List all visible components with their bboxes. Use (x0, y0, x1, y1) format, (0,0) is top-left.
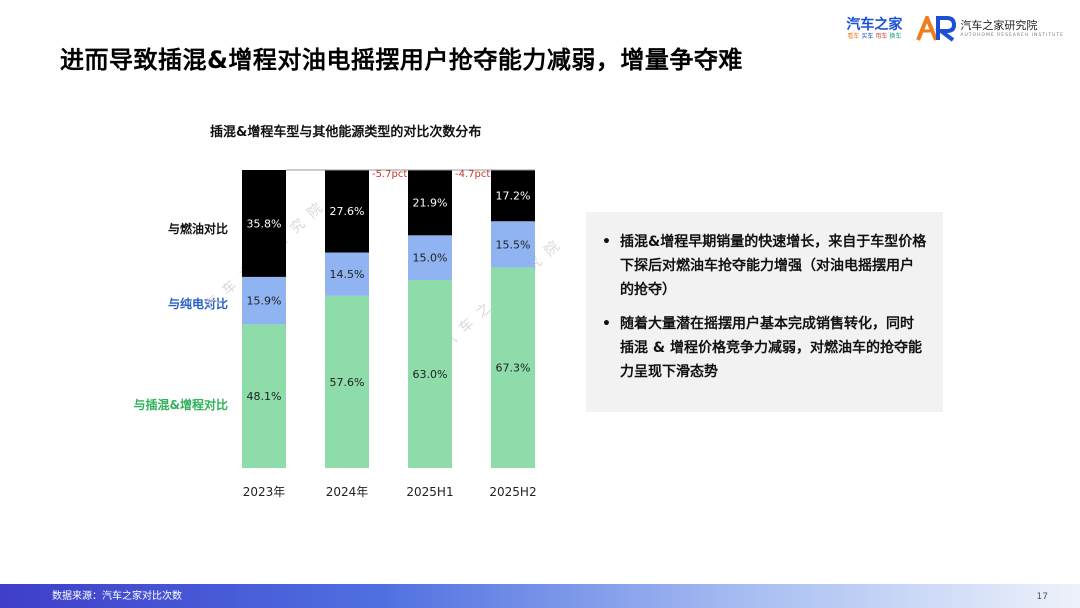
category-label-2: 2024年 (326, 485, 369, 499)
chart-title: 插混&增程车型与其他能源类型的对比次数分布 (210, 125, 482, 140)
bar-segment-1-3 (408, 280, 452, 468)
data-label-2-1: 15.9% (247, 295, 282, 308)
bar-segment-1-1 (242, 324, 286, 468)
page-title: 进而导致插混&增程对油电摇摆用户抢夺能力减弱，增量争夺难 (60, 46, 743, 74)
research-institute-name: 汽车之家研究院 (960, 19, 1038, 32)
page-number: 17 (1036, 592, 1048, 602)
bar-segment-3-4 (491, 170, 535, 222)
bar-segment-2-4 (491, 221, 535, 268)
data-label-2-4: 15.5% (496, 238, 531, 251)
bar-segment-3-1 (242, 170, 286, 277)
data-label-2-2: 14.5% (330, 268, 365, 281)
logo-sub-4: 换车 (889, 33, 902, 40)
bar-segment-3-2 (325, 170, 369, 253)
bar-segment-3-3 (408, 170, 452, 236)
bar-segment-1-2 (325, 295, 369, 468)
category-label-1: 2023年 (243, 485, 286, 499)
note-text-2: 随着大量潜在摇摆用户基本完成销售转化，同时插混 & 增程价格竞争力减弱，对燃油车… (620, 316, 922, 380)
data-label-1-3: 63.0% (413, 368, 448, 381)
legend-label-fuel: 与燃油对比 (167, 222, 228, 236)
category-label-3: 2025H1 (406, 485, 453, 499)
legend-label-ev: 与纯电对比 (167, 297, 228, 311)
data-label-2-3: 15.0% (413, 252, 448, 265)
note-text-1: 插混&增程早期销量的快速增长，来自于车型价格下探后对燃油车抢夺能力增强（对油电摇… (620, 234, 927, 298)
notes-panel: • 插混&增程早期销量的快速增长，来自于车型价格下探后对燃油车抢夺能力增强（对油电… (586, 212, 943, 412)
logo-sub-3: 用车 (875, 33, 888, 40)
legend-label-phev: 与插混&增程对比 (133, 398, 228, 412)
logo-area: 汽车之家 看车 买车 用车 换车 汽车之家研究院 AUTOHOME RESEAR… (846, 12, 1064, 46)
data-label-3-1: 35.8% (247, 217, 282, 230)
data-label-1-2: 57.6% (330, 376, 365, 389)
data-source: 数据来源：汽车之家对比次数 (52, 591, 182, 602)
ar-logo-icon (916, 16, 957, 42)
data-label-3-2: 27.6% (330, 205, 365, 218)
bar-segment-2-3 (408, 235, 452, 281)
note-item-2: • 随着大量潜在摇摆用户基本完成销售转化，同时插混 & 增程价格竞争力减弱，对燃油… (602, 316, 922, 380)
data-label-3-4: 17.2% (496, 190, 531, 203)
logo-sub-2: 买车 (861, 33, 874, 40)
category-label-4: 2025H2 (489, 485, 536, 499)
footer-bar (0, 584, 1080, 608)
note-item-1: • 插混&增程早期销量的快速增长，来自于车型价格下探后对燃油车抢夺能力增强（对油电… (602, 234, 927, 298)
bar-segment-1-4 (491, 267, 535, 468)
bar-segment-2-1 (242, 276, 286, 325)
research-institute-en: AUTOHOME RESEARCH INSTITUTE (960, 33, 1064, 38)
change-annotation-2: -4.7pct (455, 169, 490, 180)
autohome-logo: 汽车之家 看车 买车 用车 换车 (846, 17, 902, 41)
bar-segment-2-2 (325, 252, 369, 296)
data-label-1-4: 67.3% (496, 362, 531, 375)
data-label-3-3: 21.9% (413, 197, 448, 210)
data-label-1-1: 48.1% (247, 390, 282, 403)
research-institute-logo: 汽车之家研究院 AUTOHOME RESEARCH INSTITUTE (916, 16, 1064, 42)
change-annotation-1: -5.7pct (372, 169, 407, 180)
autohome-logo-text: 汽车之家 (846, 17, 903, 33)
autohome-logo-sub: 看车 买车 用车 换车 (847, 33, 901, 41)
logo-sub-1: 看车 (847, 33, 860, 40)
